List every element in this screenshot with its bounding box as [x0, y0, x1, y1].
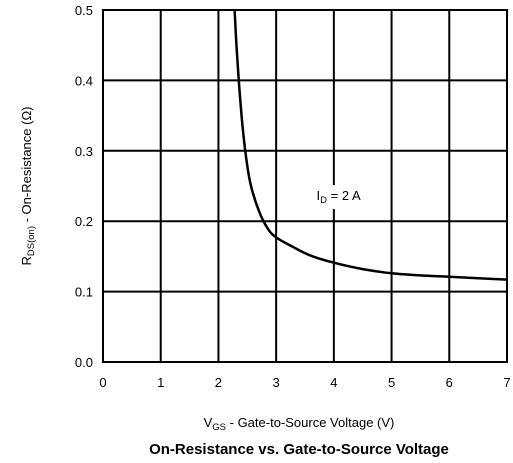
annotation-background [312, 185, 365, 210]
y-tick-label: 0.2 [75, 214, 93, 229]
annotation-text: ID = 2 A [317, 188, 361, 206]
series-line [233, 9, 508, 281]
plot-frame [102, 9, 508, 363]
x-axis-label: VGS - Gate-to-Source Voltage (V) [204, 415, 395, 433]
y-axis-label-sub: DS(on) [26, 226, 37, 256]
y-tick-label: 0.5 [75, 3, 93, 18]
x-axis-label-sub: GS [212, 422, 226, 433]
x-tick-label: 6 [446, 375, 453, 390]
x-axis-label-main: V [204, 415, 213, 430]
y-tick-label: 0.1 [75, 285, 93, 300]
x-tick-label: 5 [388, 375, 395, 390]
x-tick-label: 2 [215, 375, 222, 390]
x-tick-label: 3 [273, 375, 280, 390]
y-tick-label: 0.4 [75, 73, 93, 88]
gridlines [103, 10, 507, 362]
chart-title: On-Resistance vs. Gate-to-Source Voltage [149, 441, 449, 458]
y-axis-label-rest: - On-Resistance (Ω) [19, 106, 34, 226]
y-axis-label: RDS(on) - On-Resistance (Ω) [19, 106, 37, 265]
annotation-main: I [317, 188, 321, 203]
x-tick-label: 7 [503, 375, 510, 390]
annotation-sub: D [320, 195, 327, 206]
y-tick-labels: 0.0 0.1 0.2 0.3 0.4 0.5 [75, 3, 93, 370]
y-tick-label: 0.0 [75, 355, 93, 370]
x-tick-label: 4 [330, 375, 337, 390]
y-axis-label-main: R [19, 256, 34, 265]
x-tick-labels: 0 1 2 3 4 5 6 7 [99, 375, 510, 390]
data-series [233, 9, 508, 281]
x-tick-label: 1 [157, 375, 164, 390]
x-axis-label-rest: - Gate-to-Source Voltage (V) [226, 415, 394, 430]
annotation-rest: = 2 A [327, 188, 361, 203]
x-tick-label: 0 [99, 375, 106, 390]
y-tick-label: 0.3 [75, 144, 93, 159]
annotation-id-2a: ID = 2 A [312, 185, 365, 210]
